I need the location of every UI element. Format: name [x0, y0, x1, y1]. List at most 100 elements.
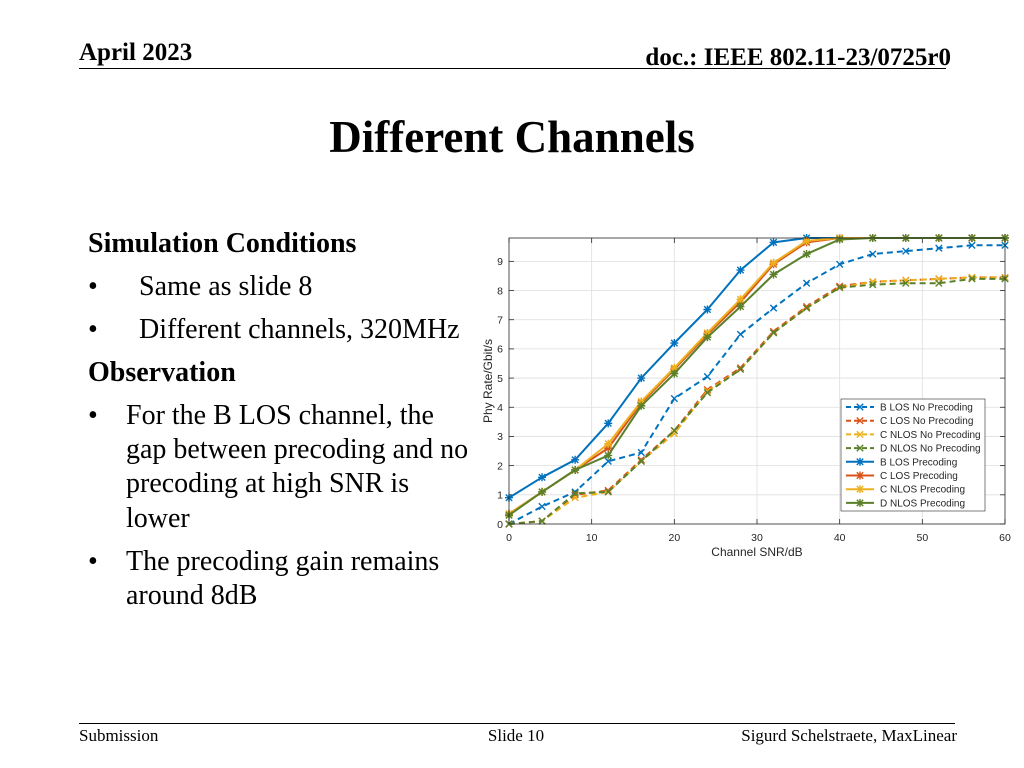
data-point-b-los-no-precoding: [835, 260, 844, 268]
legend-box: [840, 398, 986, 512]
data-point-d-nlos-no-precoding: [538, 517, 546, 525]
legend-marker: [856, 444, 864, 452]
y-tick-label: 0: [497, 519, 503, 531]
data-point-d-nlos-precoding: [604, 451, 613, 460]
bullet-text: For the B LOS channel, the gap between p…: [126, 399, 469, 534]
data-point-d-nlos-no-precoding: [670, 426, 679, 435]
legend-item-b-los-no-precoding: B LOS No Precoding: [846, 403, 973, 414]
section-heading-simulation-conditions: Simulation Conditions: [88, 228, 357, 259]
x-tick-label: 20: [668, 532, 680, 544]
data-point-c-nlos-precoding: [670, 363, 679, 372]
data-point-c-los-precoding: [604, 444, 613, 453]
legend-item-c-nlos-no-precoding: C NLOS No Precoding: [846, 430, 981, 441]
slide-title: Different Channels: [329, 112, 695, 162]
legend-marker: [856, 403, 864, 411]
legend-label: D NLOS No Precoding: [880, 444, 981, 455]
legend-marker: [856, 485, 864, 494]
data-point-d-nlos-precoding: [769, 270, 778, 279]
legend-item-d-nlos-precoding: D NLOS Precoding: [846, 498, 965, 509]
y-tick-label: 8: [497, 285, 503, 297]
data-point-c-nlos-precoding: [703, 328, 712, 337]
bullet-text: Same as slide 8: [139, 270, 313, 302]
data-point-d-nlos-no-precoding: [802, 304, 811, 312]
x-tick-label: 10: [586, 532, 598, 544]
legend-marker: [856, 417, 864, 425]
data-point-c-los-no-precoding: [769, 327, 778, 336]
bullet-text: Different channels, 320MHz: [139, 313, 460, 345]
data-point-d-nlos-no-precoding: [703, 388, 712, 397]
header-doc-id: doc.: IEEE 802.11-23/0725r0: [645, 44, 951, 71]
y-tick-label: 1: [497, 490, 503, 502]
data-point-d-nlos-no-precoding: [902, 279, 910, 287]
data-point-c-nlos-precoding: [604, 439, 613, 448]
data-point-d-nlos-precoding: [802, 250, 811, 259]
section-heading-observation: Observation: [88, 356, 236, 388]
legend-item-d-nlos-no-precoding: D NLOS No Precoding: [846, 444, 981, 455]
data-point-d-nlos-precoding: [835, 235, 844, 244]
data-point-d-nlos-no-precoding: [835, 283, 844, 292]
x-tick-label: 50: [916, 532, 928, 544]
legend-marker: [856, 498, 864, 507]
x-tick-label: 0: [506, 532, 512, 544]
legend-item-c-los-no-precoding: C LOS No Precoding: [846, 416, 973, 427]
x-tick-label: 40: [834, 532, 846, 544]
legend-label: C NLOS No Precoding: [880, 430, 981, 441]
bullet-text: The precoding gain remains around 8dB: [126, 545, 440, 612]
legend: B LOS No Precoding C LOS No Precoding C NL…: [840, 398, 986, 512]
x-tick-label: 30: [751, 532, 763, 544]
legend-marker: [856, 430, 864, 439]
bullet-symbol: •: [88, 313, 98, 345]
data-point-b-los-precoding: [670, 339, 679, 348]
y-tick-label: 7: [497, 315, 503, 327]
data-point-d-nlos-no-precoding: [604, 488, 612, 496]
series-line-d-nlos-no-precoding: [508, 277, 1005, 525]
data-point-c-nlos-precoding: [637, 397, 646, 406]
legend-label: C NLOS Precoding: [880, 485, 965, 496]
footer-author: Sigurd Schelstraete, MaxLinear: [741, 726, 957, 745]
data-point-b-los-precoding: [703, 305, 712, 314]
y-tick-label: 2: [497, 460, 503, 472]
footer-slide-number: Slide 10: [487, 726, 545, 745]
legend-label: C LOS No Precoding: [880, 416, 973, 427]
bullet-item: • Same as slide 8: [88, 270, 488, 304]
legend-label: B LOS Precoding: [880, 457, 957, 468]
header-divider: [79, 68, 946, 69]
data-point-b-los-no-precoding: [935, 244, 943, 252]
data-point-c-nlos-precoding: [802, 236, 811, 245]
data-point-b-los-precoding: [604, 419, 613, 428]
y-axis-label: Phy Rate/Gbit/s: [481, 339, 495, 423]
data-point-d-nlos-no-precoding: [968, 275, 976, 283]
data-point-b-los-precoding: [736, 266, 745, 275]
data-point-b-los-no-precoding: [736, 330, 745, 339]
y-tick-label: 4: [497, 402, 503, 414]
series-d-nlos-no-precoding: [505, 275, 1009, 528]
footer-divider: [79, 723, 955, 724]
data-point-b-los-no-precoding: [869, 250, 877, 258]
data-point-c-nlos-precoding: [769, 258, 778, 267]
data-point-c-nlos-no-precoding: [670, 429, 679, 438]
phy-rate-chart: 0 10 20 30 40 50 60 0 1 2 3 4 5 6 7 8 9 Channel SNR/dB Phy…: [481, 234, 1011, 559]
data-point-d-nlos-no-precoding: [869, 280, 877, 289]
series-b-los-no-precoding: [505, 241, 1009, 528]
bullet-symbol: •: [88, 545, 98, 577]
legend-label: B LOS No Precoding: [880, 403, 973, 414]
data-point-c-nlos-precoding: [736, 295, 745, 304]
data-point-d-nlos-no-precoding: [637, 457, 645, 465]
y-tick-label: 5: [497, 373, 503, 385]
data-point-d-nlos-precoding: [571, 466, 580, 475]
bullet-symbol: •: [88, 399, 98, 431]
footer-submission: Submission: [79, 726, 159, 745]
bullet-item: • The precoding gain remains around 8dB: [88, 545, 475, 614]
y-tick-label: 9: [497, 256, 503, 268]
bullet-item: • For the B LOS channel, the gap between…: [88, 399, 475, 537]
data-point-b-los-precoding: [769, 238, 778, 247]
data-point-b-los-no-precoding: [604, 457, 612, 465]
x-axis-label: Channel SNR/dB: [711, 545, 802, 559]
data-point-b-los-no-precoding: [538, 502, 546, 511]
data-point-b-los-no-precoding: [968, 241, 976, 249]
legend-label: C LOS Precoding: [880, 471, 958, 482]
data-point-d-nlos-no-precoding: [769, 329, 778, 337]
bullet-symbol: •: [88, 270, 98, 302]
legend-label: D NLOS Precoding: [880, 498, 965, 509]
data-point-d-nlos-precoding: [736, 302, 745, 311]
